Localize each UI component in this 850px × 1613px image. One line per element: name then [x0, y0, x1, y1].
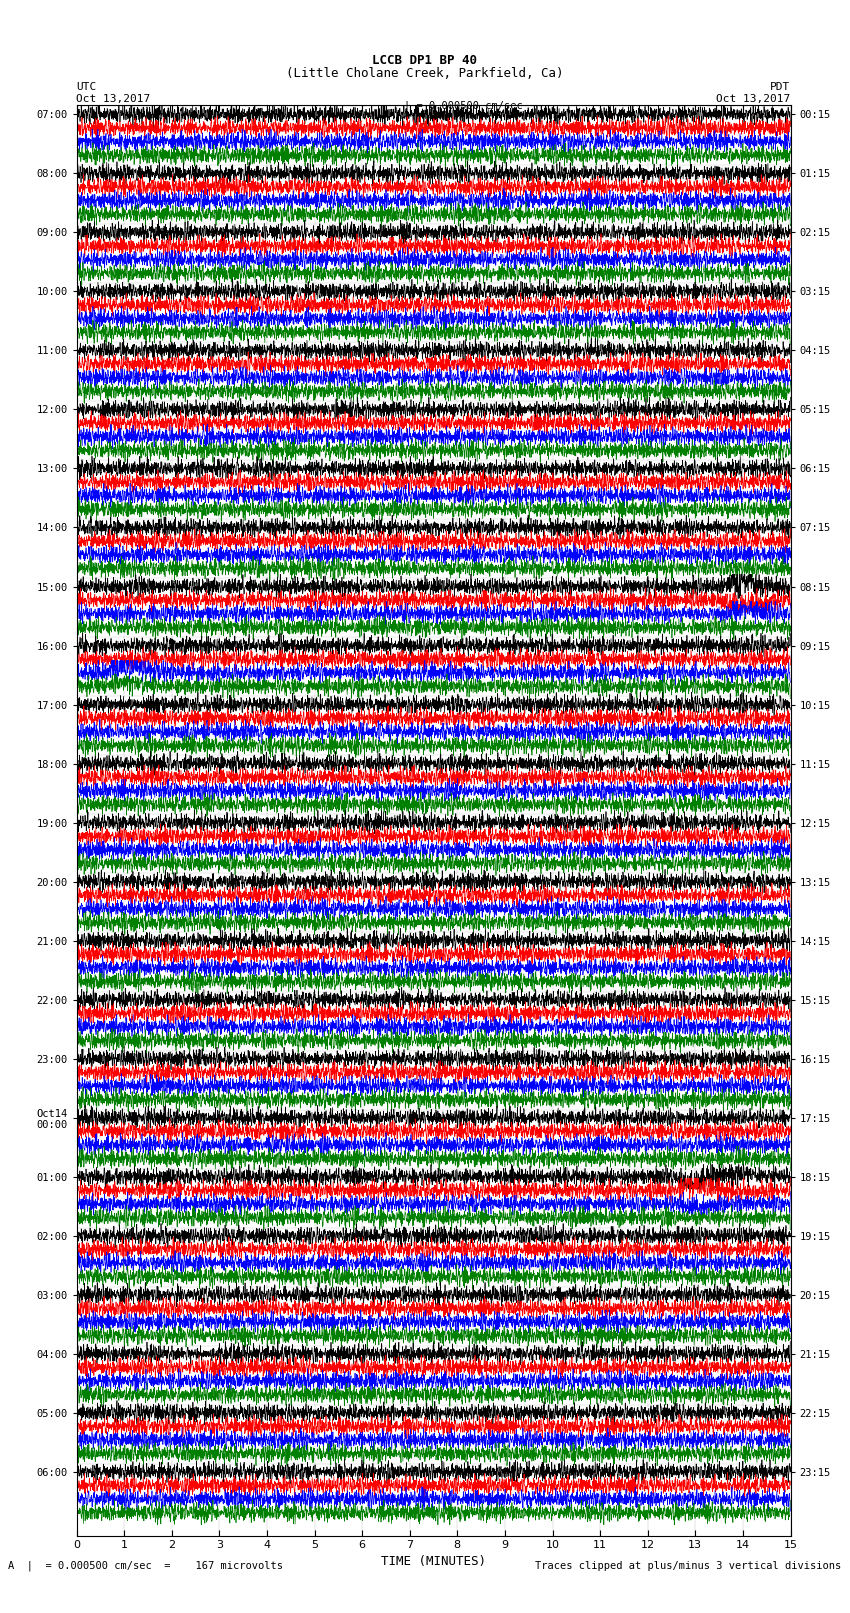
Text: PDT: PDT: [770, 82, 790, 92]
Text: Traces clipped at plus/minus 3 vertical divisions: Traces clipped at plus/minus 3 vertical …: [536, 1561, 842, 1571]
X-axis label: TIME (MINUTES): TIME (MINUTES): [381, 1555, 486, 1568]
Text: Oct 13,2017: Oct 13,2017: [76, 94, 150, 105]
Text: A  |  = 0.000500 cm/sec  =    167 microvolts: A | = 0.000500 cm/sec = 167 microvolts: [8, 1560, 284, 1571]
Text: Oct 13,2017: Oct 13,2017: [717, 94, 790, 105]
Text: LCCB DP1 BP 40: LCCB DP1 BP 40: [372, 53, 478, 68]
Text: | = 0.000500 cm/sec: | = 0.000500 cm/sec: [404, 100, 523, 111]
Text: UTC: UTC: [76, 82, 97, 92]
Text: (Little Cholane Creek, Parkfield, Ca): (Little Cholane Creek, Parkfield, Ca): [286, 66, 564, 81]
